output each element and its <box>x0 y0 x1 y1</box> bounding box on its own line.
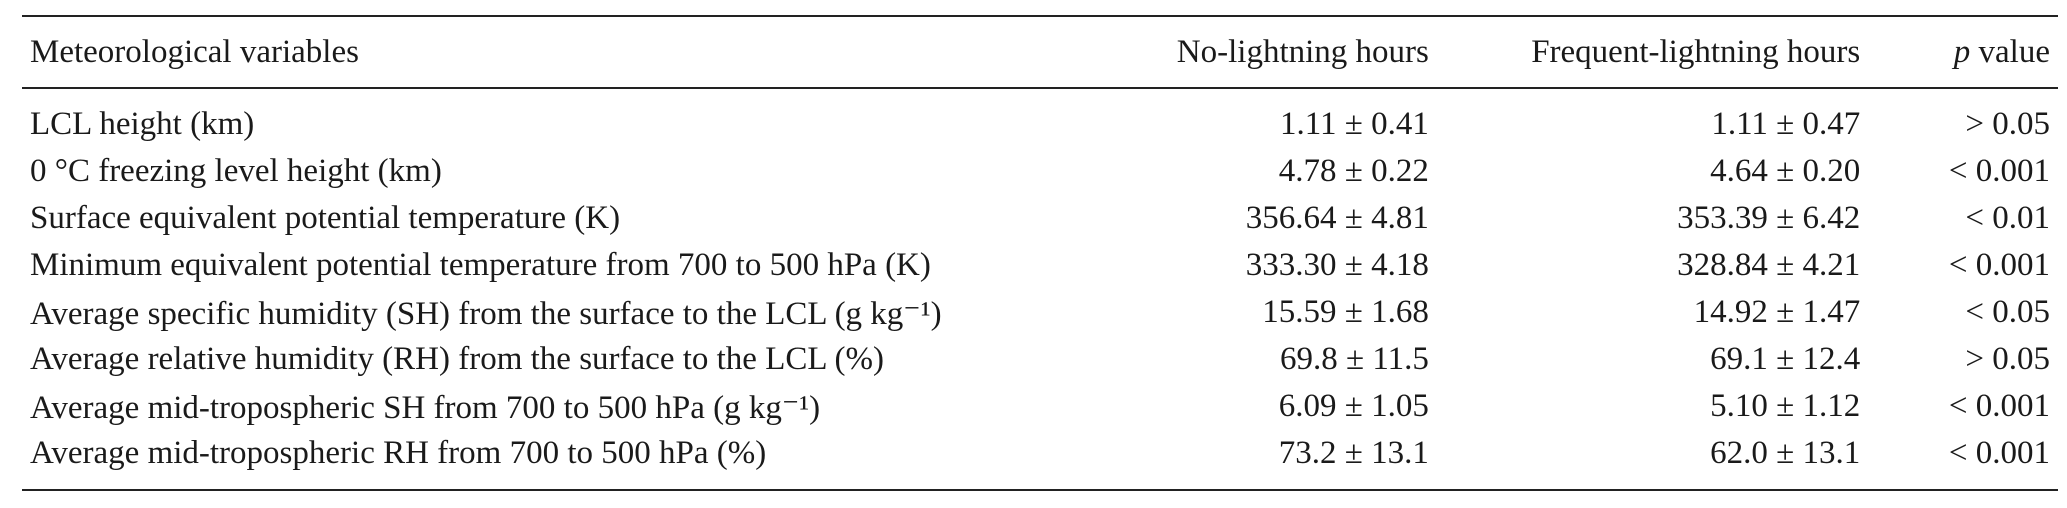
cell-no-lightning: 6.09 ± 1.05 <box>1278 388 1429 424</box>
cell-variable: Surface equivalent potential temperature… <box>30 200 621 236</box>
table-row: Average mid-tropospheric RH from 700 to … <box>22 430 2058 490</box>
header-no-lightning: No-lightning hours <box>1176 33 1429 70</box>
cell-frequent-lightning: 328.84 ± 4.21 <box>1677 247 1861 283</box>
table-row: LCL height (km) 1.11 ± 0.41 1.11 ± 0.47 … <box>22 88 2058 148</box>
table-row: 0 °C freezing level height (km) 4.78 ± 0… <box>22 148 2058 195</box>
cell-no-lightning: 356.64 ± 4.81 <box>1245 200 1429 236</box>
cell-no-lightning: 15.59 ± 1.68 <box>1262 294 1429 330</box>
cell-frequent-lightning: 1.11 ± 0.47 <box>1711 106 1861 142</box>
header-p-symbol: p <box>1953 33 1971 70</box>
cell-variable: Average mid-tropospheric RH from 700 to … <box>30 435 767 471</box>
table-row: Surface equivalent potential temperature… <box>22 195 2058 242</box>
cell-no-lightning: 1.11 ± 0.41 <box>1279 106 1429 142</box>
cell-p-value: < 0.01 <box>1965 200 2050 236</box>
cell-variable: Average relative humidity (RH) from the … <box>30 341 885 377</box>
cell-no-lightning: 69.8 ± 11.5 <box>1279 341 1429 377</box>
table-row: Average mid-tropospheric SH from 700 to … <box>22 383 2058 430</box>
cell-no-lightning: 4.78 ± 0.22 <box>1278 153 1429 189</box>
header-p-word: value <box>1970 33 2050 70</box>
cell-p-value: < 0.001 <box>1948 247 2050 283</box>
table-row: Average specific humidity (SH) from the … <box>22 289 2058 336</box>
header-frequent-lightning: Frequent-lightning hours <box>1531 33 1861 70</box>
table-row: Minimum equivalent potential temperature… <box>22 242 2058 289</box>
cell-p-value: < 0.001 <box>1948 388 2050 424</box>
cell-no-lightning: 333.30 ± 4.18 <box>1245 247 1429 283</box>
cell-frequent-lightning: 353.39 ± 6.42 <box>1677 200 1861 236</box>
cell-frequent-lightning: 69.1 ± 12.4 <box>1710 341 1861 377</box>
cell-p-value: < 0.001 <box>1948 435 2050 471</box>
header-p-value: p value <box>1868 16 2058 88</box>
header-variable: Meteorological variables <box>30 33 359 70</box>
table-row: Average relative humidity (RH) from the … <box>22 336 2058 383</box>
cell-variable: 0 °C freezing level height (km) <box>30 153 442 189</box>
data-table: Meteorological variables No-lightning ho… <box>22 15 2058 491</box>
cell-frequent-lightning: 5.10 ± 1.12 <box>1710 388 1861 424</box>
cell-variable: Minimum equivalent potential temperature… <box>30 247 931 283</box>
cell-frequent-lightning: 14.92 ± 1.47 <box>1693 294 1861 330</box>
cell-p-value: > 0.05 <box>1965 106 2050 142</box>
header-row: Meteorological variables No-lightning ho… <box>22 16 2058 88</box>
cell-variable: Average specific humidity (SH) from the … <box>30 295 942 332</box>
cell-frequent-lightning: 4.64 ± 0.20 <box>1710 153 1861 189</box>
cell-no-lightning: 73.2 ± 13.1 <box>1278 435 1429 471</box>
cell-variable: LCL height (km) <box>30 106 255 142</box>
cell-p-value: < 0.001 <box>1948 153 2050 189</box>
cell-p-value: > 0.05 <box>1965 341 2050 377</box>
cell-variable: Average mid-tropospheric SH from 700 to … <box>30 389 821 426</box>
cell-p-value: < 0.05 <box>1965 294 2050 330</box>
cell-frequent-lightning: 62.0 ± 13.1 <box>1710 435 1861 471</box>
